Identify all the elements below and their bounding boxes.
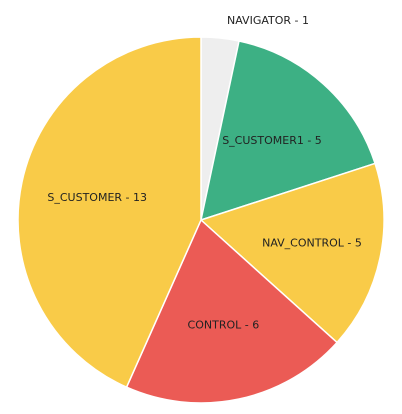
pie-labels: NAVIGATOR - 1 S_CUSTOMER1 - 5 NAV_CONTROL … — [47, 14, 361, 332]
slice-label-s-customer1: S_CUSTOMER1 - 5 — [222, 134, 322, 147]
slice-label-s-customer: S_CUSTOMER - 13 — [47, 191, 147, 204]
slice-label-nav-control: NAV_CONTROL - 5 — [262, 237, 362, 250]
pie-slice-s-customer[interactable] — [17, 36, 202, 389]
pie-slice-s-customer1[interactable] — [199, 40, 376, 222]
slice-label-navigator: NAVIGATOR - 1 — [227, 14, 309, 27]
slice-label-control: CONTROL - 6 — [188, 319, 260, 332]
pie-slice-control[interactable] — [125, 218, 339, 404]
pie-slices — [17, 36, 385, 404]
pie-slice-nav-control[interactable] — [199, 162, 385, 344]
